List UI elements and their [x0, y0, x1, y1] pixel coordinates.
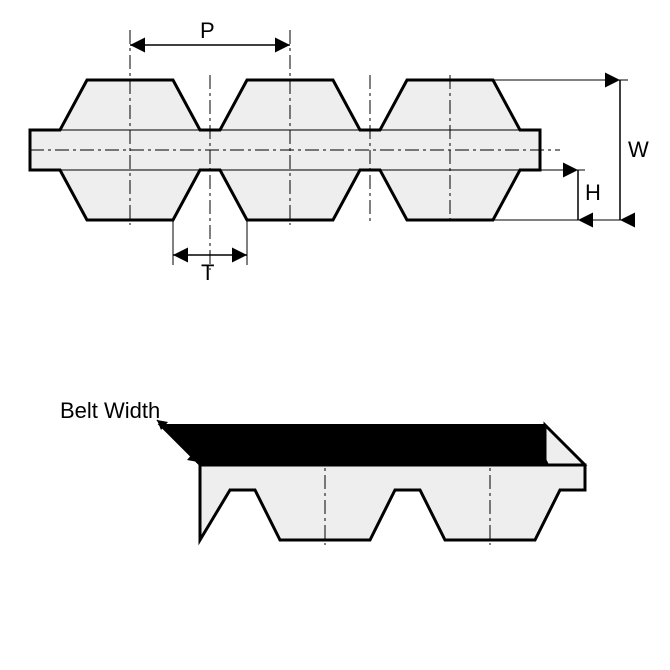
tooth-width-label: T: [201, 260, 214, 286]
upper-profile-svg: [0, 0, 670, 300]
overall-height-label: W: [628, 137, 649, 163]
belt-top-face: [160, 425, 585, 465]
diagram-container: P T W H Belt Width: [0, 0, 670, 670]
half-height-label: H: [585, 180, 601, 206]
belt-width-label: Belt Width: [60, 398, 160, 424]
belt-front-face: [200, 465, 585, 540]
pitch-label: P: [200, 18, 215, 44]
